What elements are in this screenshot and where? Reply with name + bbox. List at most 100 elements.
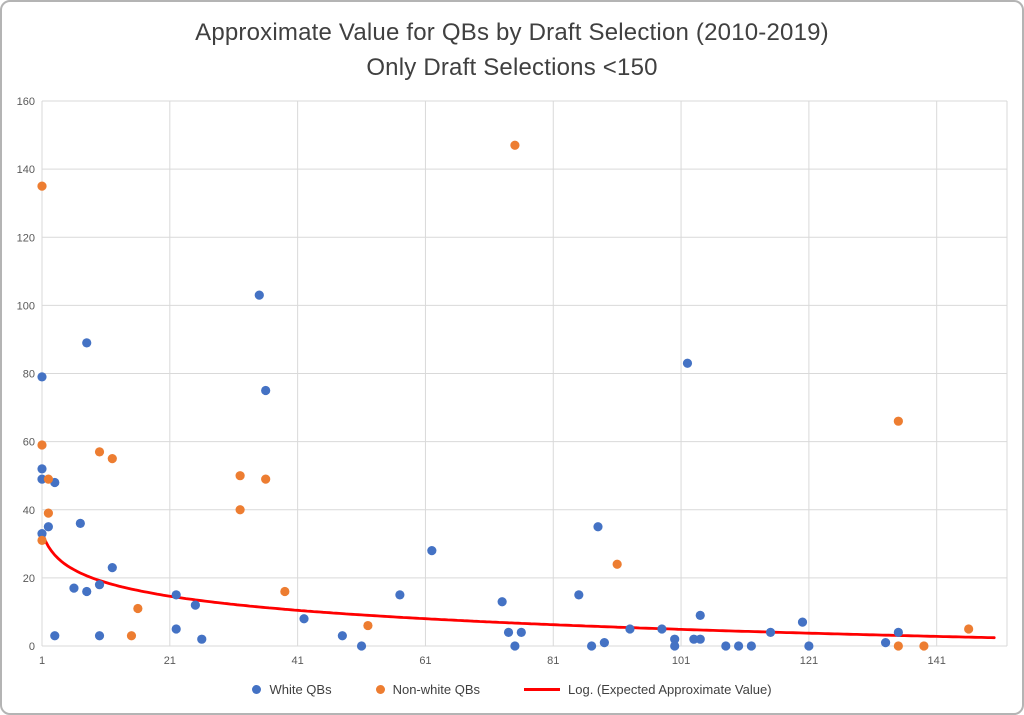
data-point-white-qbs bbox=[82, 338, 92, 348]
data-point-non-white-qbs bbox=[919, 641, 929, 651]
trendline-path bbox=[40, 530, 996, 640]
data-point-white-qbs bbox=[682, 358, 693, 368]
x-axis-tick-label: 141 bbox=[928, 655, 946, 667]
data-point-white-qbs bbox=[37, 464, 47, 474]
data-point-white-qbs bbox=[69, 583, 79, 593]
data-point-white-qbs bbox=[510, 641, 520, 651]
y-axis-tick-label: 160 bbox=[17, 96, 35, 108]
data-point-white-qbs bbox=[733, 641, 744, 651]
data-point-non-white-qbs bbox=[235, 505, 245, 515]
y-axis-tick-label: 20 bbox=[23, 573, 35, 585]
data-point-white-qbs bbox=[50, 631, 60, 641]
legend-item-white-qbs[interactable]: White QBs bbox=[252, 682, 332, 697]
y-axis-tick-label: 140 bbox=[17, 164, 35, 176]
data-point-non-white-qbs bbox=[280, 586, 290, 597]
data-point-white-qbs bbox=[171, 590, 181, 600]
data-point-white-qbs bbox=[356, 641, 367, 651]
data-point-non-white-qbs bbox=[107, 454, 117, 464]
data-point-white-qbs bbox=[107, 563, 117, 573]
x-axis-tick-label: 81 bbox=[547, 655, 559, 667]
data-point-non-white-qbs bbox=[363, 620, 373, 631]
data-point-non-white-qbs bbox=[37, 535, 47, 546]
y-axis-tick-label: 40 bbox=[23, 505, 35, 517]
x-axis-tick-label: 121 bbox=[800, 655, 818, 667]
data-point-white-qbs bbox=[171, 624, 181, 634]
data-point-non-white-qbs bbox=[126, 631, 137, 641]
data-point-white-qbs bbox=[43, 522, 53, 532]
data-point-white-qbs bbox=[37, 474, 47, 484]
legend-label-trendline: Log. (Expected Approximate Value) bbox=[568, 682, 772, 697]
legend-item-non-white-qbs[interactable]: Non-white QBs bbox=[375, 682, 480, 697]
data-point-white-qbs bbox=[599, 637, 609, 648]
data-point-non-white-qbs bbox=[235, 471, 245, 481]
data-point-white-qbs bbox=[695, 610, 705, 620]
legend-dot-non-white-qbs bbox=[375, 685, 385, 694]
data-point-white-qbs bbox=[574, 590, 584, 600]
data-point-white-qbs bbox=[657, 624, 667, 634]
data-point-white-qbs bbox=[893, 627, 903, 637]
data-point-white-qbs bbox=[625, 624, 635, 634]
data-point-white-qbs bbox=[37, 528, 47, 539]
data-point-white-qbs bbox=[395, 590, 405, 600]
y-axis-tick-label: 100 bbox=[17, 300, 35, 312]
data-point-white-qbs bbox=[797, 617, 808, 627]
y-axis-tick-label: 0 bbox=[29, 641, 35, 653]
data-point-white-qbs bbox=[516, 627, 526, 637]
chart-title: Approximate Value for QBs by Draft Selec… bbox=[195, 19, 829, 46]
data-point-white-qbs bbox=[497, 597, 507, 607]
data-point-white-qbs bbox=[593, 522, 603, 532]
legend-dot-white-qbs bbox=[252, 685, 262, 694]
data-point-non-white-qbs bbox=[893, 641, 903, 651]
data-point-white-qbs bbox=[804, 641, 814, 651]
data-point-white-qbs bbox=[880, 637, 891, 648]
legend-label-non-white-qbs: Non-white QBs bbox=[392, 682, 480, 697]
data-point-white-qbs bbox=[37, 372, 47, 382]
data-point-non-white-qbs bbox=[893, 416, 903, 426]
data-point-white-qbs bbox=[299, 614, 309, 624]
data-point-non-white-qbs bbox=[261, 474, 271, 484]
y-axis-tick-label: 80 bbox=[23, 369, 35, 381]
data-point-white-qbs bbox=[75, 518, 85, 528]
legend-label-white-qbs: White QBs bbox=[269, 682, 332, 697]
data-point-white-qbs bbox=[94, 631, 105, 641]
data-point-white-qbs bbox=[670, 634, 680, 644]
data-point-white-qbs bbox=[337, 631, 347, 641]
data-point-white-qbs bbox=[261, 385, 271, 396]
data-point-white-qbs bbox=[587, 641, 597, 651]
data-point-white-qbs bbox=[689, 634, 699, 644]
data-point-white-qbs bbox=[254, 290, 264, 300]
data-point-white-qbs bbox=[197, 634, 207, 644]
data-point-non-white-qbs bbox=[37, 181, 47, 191]
data-point-non-white-qbs bbox=[612, 559, 622, 569]
legend-item-trendline[interactable]: Log. (Expected Approximate Value) bbox=[524, 682, 772, 697]
legend-line-trend bbox=[524, 688, 560, 691]
data-point-white-qbs bbox=[721, 641, 731, 651]
chart-legend: White QBs Non-white QBs Log. (Expected A… bbox=[2, 682, 1022, 697]
data-point-white-qbs bbox=[503, 627, 514, 637]
data-point-non-white-qbs bbox=[964, 624, 974, 634]
data-point-white-qbs bbox=[746, 641, 756, 651]
x-axis-tick-label: 61 bbox=[419, 655, 431, 667]
data-point-white-qbs bbox=[765, 627, 776, 637]
x-axis-tick-label: 21 bbox=[164, 655, 176, 667]
data-point-white-qbs bbox=[82, 586, 92, 597]
data-point-non-white-qbs bbox=[43, 508, 53, 518]
x-axis-tick-label: 41 bbox=[292, 655, 304, 667]
data-point-non-white-qbs bbox=[43, 474, 53, 484]
data-point-non-white-qbs bbox=[94, 447, 105, 457]
data-point-white-qbs bbox=[695, 634, 705, 644]
data-point-non-white-qbs bbox=[510, 140, 520, 150]
data-point-non-white-qbs bbox=[133, 603, 143, 614]
x-axis-tick-label: 1 bbox=[39, 655, 45, 667]
data-point-white-qbs bbox=[670, 641, 680, 651]
data-point-white-qbs bbox=[190, 600, 200, 610]
data-point-white-qbs bbox=[94, 580, 105, 590]
x-axis-tick-label: 101 bbox=[672, 655, 690, 667]
y-axis-tick-label: 120 bbox=[17, 232, 35, 244]
data-point-white-qbs bbox=[427, 546, 437, 556]
chart-subtitle: Only Draft Selections <150 bbox=[366, 54, 658, 81]
data-point-non-white-qbs bbox=[37, 440, 47, 450]
y-axis-tick-label: 60 bbox=[23, 437, 35, 449]
